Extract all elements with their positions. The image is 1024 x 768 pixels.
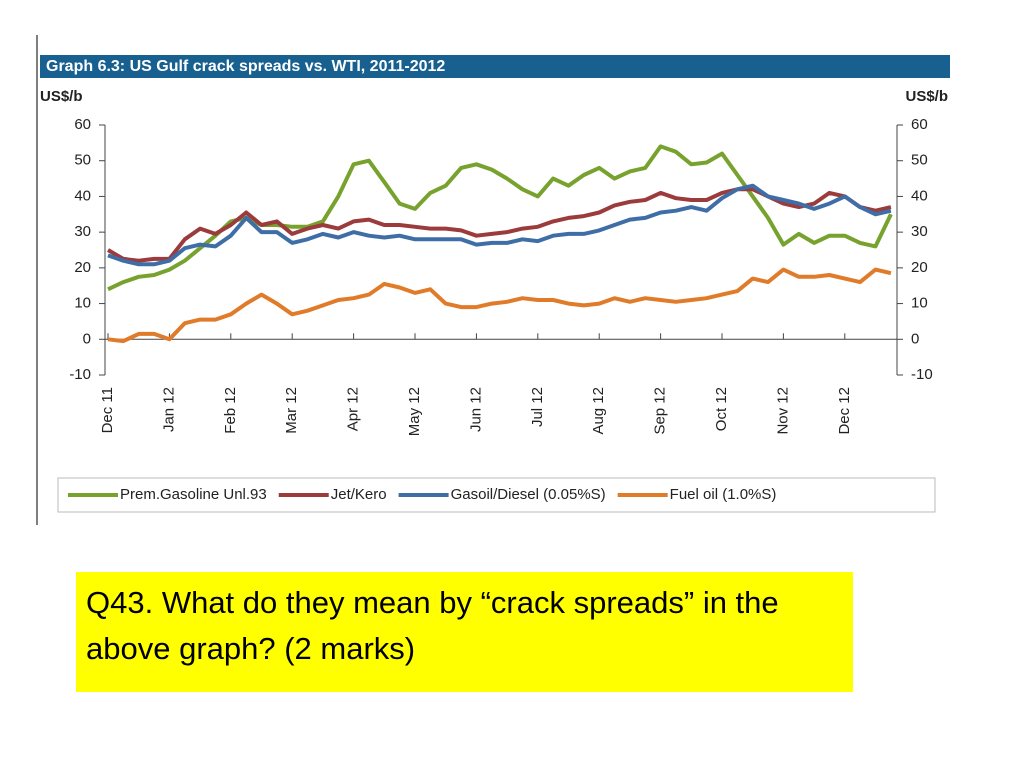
legend-label: Gasoil/Diesel (0.05%S) <box>451 486 606 503</box>
y-tick-label: 60 <box>74 116 91 133</box>
question: Q43. What do they mean by “crack spreads… <box>76 572 853 692</box>
legend-label: Prem.Gasoline Unl.93 <box>120 486 267 503</box>
series-line <box>107 144 893 292</box>
legend-box <box>57 477 936 513</box>
x-tick-label: Aug 12 <box>590 387 607 435</box>
y-tick-label: 20 <box>74 259 91 276</box>
x-tick-label: Feb 12 <box>222 387 239 434</box>
y-tick-label: -10 <box>69 366 91 383</box>
y-tick-label: 10 <box>74 295 91 312</box>
y2-tick-label: 0 <box>911 330 919 347</box>
chart-title: Graph 6.3: US Gulf crack spreads vs. WTI… <box>46 58 445 75</box>
chart: Graph 6.3: US Gulf crack spreads vs. WTI… <box>36 35 950 525</box>
x-tick-label: Nov 12 <box>774 387 791 435</box>
y2-tick-label: 10 <box>911 295 928 312</box>
y2-tick-label: 40 <box>911 187 928 204</box>
y2-tick-label: 20 <box>911 259 928 276</box>
y-axis-label: US$/b <box>40 88 83 105</box>
x-tick-label: Jan 12 <box>160 387 177 432</box>
x-tick-label: Jul 12 <box>529 387 546 427</box>
y-tick-label: 40 <box>74 187 91 204</box>
y2-tick-label: 50 <box>911 152 928 169</box>
x-tick-label: May 12 <box>406 387 423 436</box>
y2-axis-label: US$/b <box>905 88 948 105</box>
series-line <box>107 183 892 267</box>
x-tick-label: Oct 12 <box>713 387 730 431</box>
x-tick-label: Sep 12 <box>652 387 669 435</box>
title-bar <box>40 55 950 78</box>
x-tick-label: Mar 12 <box>283 387 300 434</box>
y-tick-label: 50 <box>74 152 91 169</box>
legend-label: Fuel oil (1.0%S) <box>670 486 777 503</box>
series-line <box>107 267 892 344</box>
y2-tick-label: 60 <box>911 116 928 133</box>
legend-label: Jet/Kero <box>331 486 387 503</box>
y2-tick-label: -10 <box>911 366 933 383</box>
y2-tick-label: 30 <box>911 223 928 240</box>
x-tick-label: Dec 11 <box>99 387 116 433</box>
x-tick-label: Jun 12 <box>467 387 484 432</box>
y-tick-label: 0 <box>83 330 91 347</box>
y-tick-label: 30 <box>74 223 91 240</box>
x-tick-label: Apr 12 <box>345 387 362 431</box>
x-tick-label: Dec 12 <box>836 387 853 435</box>
